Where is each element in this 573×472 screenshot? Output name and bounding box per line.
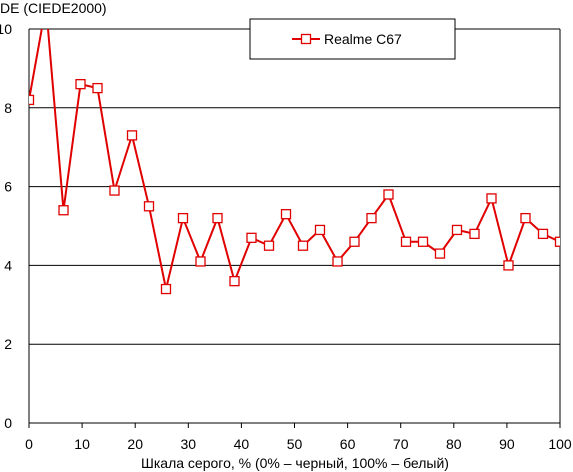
y-tick-label-2: 2 (4, 336, 12, 352)
y-tick-label-4: 4 (4, 257, 12, 273)
x-axis-title: Шкала серого, % (0% – черный, 100% – бел… (141, 455, 449, 471)
gridlines (29, 28, 560, 345)
legend-marker (300, 33, 312, 45)
legend-label: Realme C67 (324, 31, 402, 47)
data-point (126, 130, 138, 141)
data-point (58, 205, 69, 216)
data-point (400, 236, 412, 247)
y-tick-label-0: 0 (4, 415, 12, 431)
x-tick-label-50: 50 (287, 436, 303, 452)
series-realme-c67 (29, 29, 560, 295)
data-point (177, 212, 189, 224)
y-axis-title: DE (CIEDE2000) (0, 0, 107, 16)
data-point (520, 212, 531, 224)
data-point (297, 240, 309, 251)
data-point (434, 248, 446, 259)
x-tick-label-80: 80 (446, 436, 462, 452)
data-point (417, 236, 429, 247)
x-tick-label-100: 100 (548, 436, 572, 452)
data-point (143, 201, 155, 212)
data-point (451, 224, 463, 236)
data-point (349, 236, 360, 247)
y-tick-label-8: 8 (4, 100, 12, 116)
data-point (212, 212, 223, 224)
data-point (109, 185, 120, 196)
data-point (503, 260, 514, 271)
data-point (195, 256, 206, 267)
y-tick-label-10: 10 (0, 21, 12, 37)
data-point (246, 232, 257, 243)
legend: Realme C67 (249, 18, 456, 60)
data-point (229, 276, 240, 287)
x-tick-label-30: 30 (181, 436, 197, 452)
data-point (92, 82, 103, 94)
series-group-0 (29, 29, 560, 295)
y-tick-label-6: 6 (4, 179, 12, 195)
x-tick-label-40: 40 (234, 436, 250, 452)
data-point (263, 240, 275, 251)
x-tick-label-0: 0 (25, 436, 33, 452)
data-point (75, 79, 86, 90)
x-tick-label-60: 60 (340, 436, 356, 452)
data-point (280, 209, 292, 220)
data-point (29, 94, 35, 106)
data-point (314, 224, 326, 236)
data-point (160, 283, 172, 295)
x-tick-label-70: 70 (393, 436, 409, 452)
data-point (554, 236, 560, 247)
data-point (383, 189, 394, 200)
data-point (537, 228, 549, 240)
x-tick-label-10: 10 (74, 436, 90, 452)
x-tick-label-20: 20 (127, 436, 143, 452)
data-point (332, 256, 343, 267)
data-point (469, 228, 480, 240)
data-point (486, 193, 497, 204)
legend-box (249, 18, 456, 60)
x-tick-label-90: 90 (499, 436, 515, 452)
data-point (366, 212, 377, 224)
